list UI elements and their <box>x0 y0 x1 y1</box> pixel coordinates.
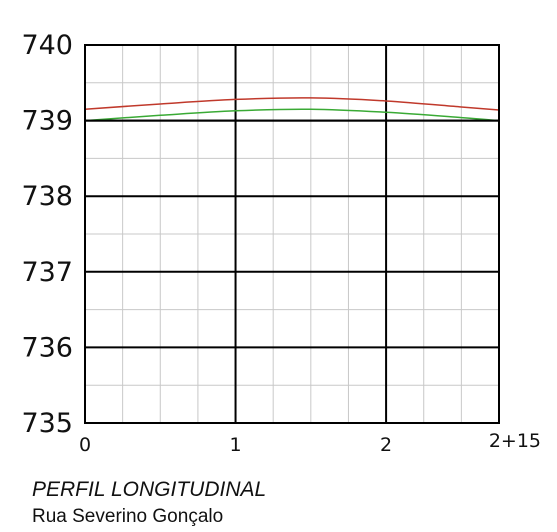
y-tick-label: 738 <box>21 181 73 212</box>
series-line-1 <box>84 108 500 122</box>
chart-subtitle: Rua Severino Gonçalo <box>32 506 224 527</box>
axes <box>84 44 500 424</box>
y-tick-label: 740 <box>21 30 73 61</box>
y-tick-label: 739 <box>21 106 73 137</box>
series-line-0 <box>84 97 500 111</box>
series-layer <box>84 97 500 122</box>
plot-frame <box>84 44 500 424</box>
chart-title: PERFIL LONGITUDINAL <box>32 478 267 501</box>
x-tick-label: 2 <box>380 434 392 456</box>
y-tick-label: 735 <box>21 408 73 439</box>
profile-chart: 740 739 738 737 736 735 0 1 2 2+15 <box>21 30 541 456</box>
y-tick-label: 736 <box>21 332 73 363</box>
minor-grid <box>85 45 500 423</box>
x-tick-label: 2+15 <box>489 430 541 452</box>
x-tick-labels: 0 1 2 2+15 <box>79 430 541 456</box>
x-tick-label: 0 <box>79 434 91 456</box>
y-tick-label: 737 <box>21 257 73 288</box>
x-tick-label: 1 <box>229 434 241 456</box>
y-tick-labels: 740 739 738 737 736 735 <box>21 30 73 439</box>
